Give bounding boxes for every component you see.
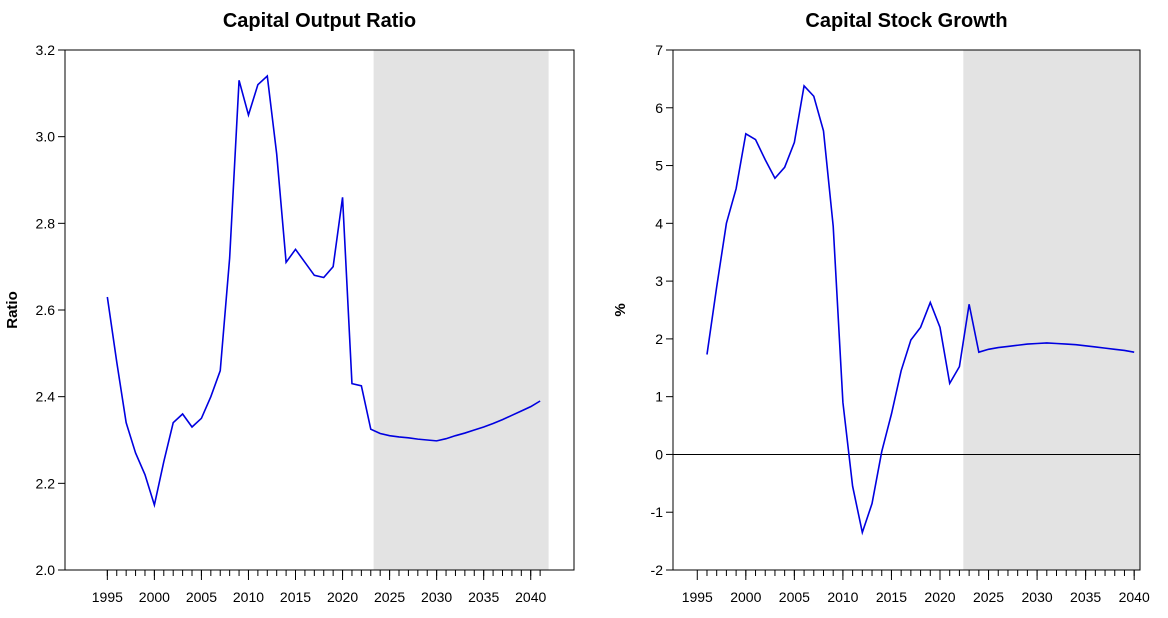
panel: Capital Stock Growth% -2 -1 0 1 2 3 4 5 6 7 1995 200… [612,10,1150,605]
x-tick-label: 2010 [233,589,264,605]
chart-title: Capital Stock Growth [805,10,1007,32]
y-tick-label: 3.2 [36,42,56,58]
plot-frame [64,49,575,571]
y-tick-label: -1 [651,504,664,520]
plot-frame [672,49,1141,571]
x-tick-label: 2005 [779,589,810,605]
y-tick-label: 2.2 [36,475,56,491]
x-tick-label: 2040 [1119,589,1150,605]
chart-title: Capital Output Ratio [223,10,416,32]
x-tick-label: 2035 [1070,589,1101,605]
panel: Capital Output Ratio Ratio 2.0 2.2 2.4 2.6 2.8… [4,10,575,605]
x-tick-label: 2000 [730,589,761,605]
y-tick-label: 5 [655,158,663,174]
x-tick-label: 2020 [924,589,955,605]
x-tick-label: 2035 [468,589,499,605]
y-tick-label: 2.6 [36,302,56,318]
y-tick-label: 2.8 [36,215,56,231]
x-tick-label: 1995 [682,589,713,605]
y-tick-label: 3.0 [36,129,56,145]
x-tick-label: 2025 [973,589,1004,605]
x-tick-label: 2005 [186,589,217,605]
x-tick-label: 2015 [280,589,311,605]
y-tick-label: 7 [655,42,663,58]
x-tick-label: 2015 [876,589,907,605]
y-tick-label: 3 [655,273,663,289]
data-line [106,74,541,509]
y-tick-label: 0 [655,446,663,462]
y-tick-label: 4 [655,215,663,231]
y-axis-label: Ratio [4,291,21,329]
data-line [706,84,1135,536]
forecast-shade [373,50,549,570]
x-tick-label: 2010 [827,589,858,605]
x-tick-label: 2030 [421,589,452,605]
y-tick-label: 2.4 [36,389,56,405]
forecast-shade [963,50,1140,570]
y-tick-label: 1 [655,389,663,405]
y-tick-label: -2 [651,562,664,578]
x-tick-label: 1995 [92,589,123,605]
x-tick-label: 2000 [139,589,170,605]
y-axis-label: % [612,303,629,316]
x-tick-label: 2040 [515,589,546,605]
y-tick-label: 2 [655,331,663,347]
x-tick-label: 2030 [1022,589,1053,605]
y-tick-label: 2.0 [36,562,56,578]
y-tick-label: 6 [655,100,663,116]
x-tick-label: 2025 [374,589,405,605]
x-tick-label: 2020 [327,589,358,605]
